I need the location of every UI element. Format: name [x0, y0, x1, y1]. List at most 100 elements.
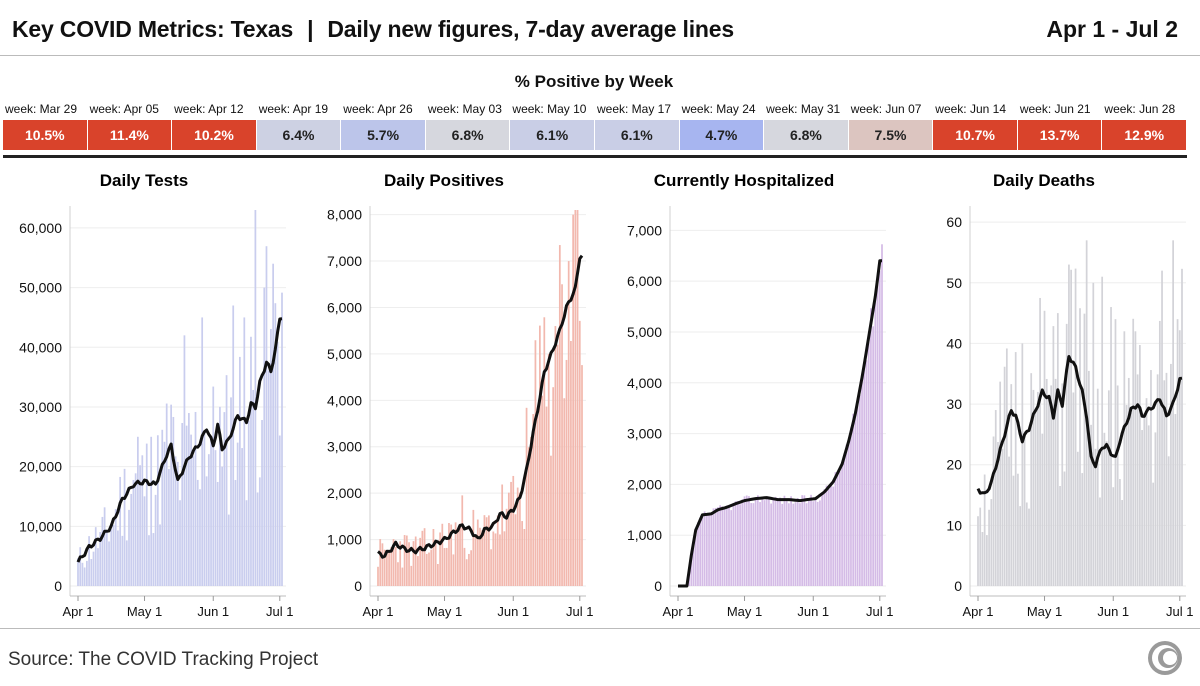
- bar: [763, 500, 766, 586]
- bar: [392, 539, 395, 586]
- bar: [152, 533, 155, 586]
- chart-title: Currently Hospitalized: [654, 171, 834, 190]
- y-tick-label: 0: [954, 578, 962, 594]
- bar: [397, 562, 399, 586]
- bar: [159, 524, 161, 586]
- x-tick-label: Jun 1: [197, 604, 229, 619]
- bar: [428, 552, 430, 586]
- bar: [994, 410, 997, 586]
- bar: [1061, 383, 1064, 586]
- bar: [1116, 385, 1119, 586]
- y-tick-label: 0: [54, 578, 62, 594]
- bar: [247, 420, 250, 586]
- week-label: week: Apr 19: [258, 102, 329, 116]
- bar: [532, 414, 535, 586]
- bar: [119, 476, 121, 586]
- x-tick-label: May 1: [427, 604, 462, 619]
- bar: [83, 567, 86, 586]
- bar: [488, 515, 490, 586]
- bar: [1032, 389, 1035, 586]
- bar: [1025, 502, 1028, 586]
- bar: [543, 317, 546, 586]
- bar: [1163, 380, 1166, 586]
- bar: [536, 409, 539, 586]
- header: Key COVID Metrics: Texas | Daily new figur…: [0, 0, 1200, 56]
- bar: [165, 403, 168, 586]
- bar: [988, 509, 990, 586]
- bar: [1105, 441, 1108, 586]
- daily-tests-chart: Daily Tests 0 10,000 20,000 30,000 40,000 50,0…: [0, 158, 300, 628]
- bar: [256, 492, 259, 586]
- bar: [483, 515, 486, 586]
- y-tick-label: 4,000: [327, 392, 362, 408]
- bar: [408, 542, 410, 586]
- bar: [225, 375, 228, 586]
- y-tick-label: 5,000: [327, 346, 362, 362]
- bar: [241, 448, 243, 586]
- bar: [258, 477, 261, 586]
- bar: [1076, 451, 1079, 586]
- bar: [154, 494, 157, 586]
- bar: [521, 521, 523, 586]
- bar: [1123, 331, 1126, 586]
- bar: [779, 497, 781, 586]
- bar: [267, 370, 270, 586]
- bar: [1003, 366, 1006, 586]
- week-label: week: Apr 05: [89, 102, 159, 116]
- bar: [567, 261, 570, 586]
- bar: [1132, 318, 1135, 586]
- y-tick-label: 8,000: [327, 207, 362, 223]
- bar: [1112, 487, 1115, 586]
- week-positivity-cell: 4.7%: [679, 120, 764, 150]
- bar: [405, 535, 408, 586]
- x-tick-label: Apr 1: [362, 604, 393, 619]
- bar: [858, 394, 861, 586]
- bar: [803, 495, 806, 586]
- bar: [1041, 433, 1044, 586]
- bar: [1010, 384, 1013, 586]
- bar: [501, 484, 504, 586]
- bar: [1017, 473, 1019, 586]
- bar: [1147, 425, 1150, 586]
- bar: [574, 210, 577, 586]
- bar: [99, 532, 102, 586]
- bar: [794, 502, 797, 586]
- x-tick-label: May 1: [127, 604, 162, 619]
- week-positivity-cell: 6.4%: [256, 120, 341, 150]
- bar: [977, 516, 979, 586]
- hospitalized-chart: Currently Hospitalized 0 1,000 2,000 3,000 4,…: [600, 158, 900, 628]
- bar: [172, 416, 175, 586]
- bar: [250, 336, 252, 586]
- bar: [863, 363, 866, 586]
- bar: [1054, 378, 1057, 586]
- bar: [174, 456, 177, 586]
- bar: [254, 210, 257, 586]
- bar: [379, 539, 382, 586]
- bar: [816, 501, 819, 586]
- y-tick-label: 40: [946, 335, 962, 351]
- bar: [1110, 307, 1112, 586]
- average-line: [76, 317, 283, 563]
- bar: [79, 547, 82, 586]
- bar: [412, 541, 415, 586]
- bar: [216, 481, 219, 586]
- bar: [201, 317, 204, 586]
- bar: [1012, 475, 1015, 586]
- y-tick-label: 50: [946, 275, 962, 291]
- bar: [105, 529, 108, 586]
- bar: [854, 414, 857, 586]
- bar: [1034, 408, 1037, 586]
- bar: [399, 541, 402, 586]
- week-positivity-cell: 5.7%: [341, 120, 425, 150]
- bar: [1096, 388, 1099, 586]
- bar: [981, 532, 984, 586]
- bar: [492, 531, 495, 586]
- bar: [1174, 414, 1177, 586]
- bar: [1079, 308, 1081, 586]
- bar: [414, 536, 417, 586]
- bar: [132, 479, 135, 586]
- bar: [77, 558, 79, 586]
- week-label: week: Apr 12: [174, 102, 244, 116]
- x-tick-label: Jul 1: [866, 604, 893, 619]
- bar: [516, 487, 519, 586]
